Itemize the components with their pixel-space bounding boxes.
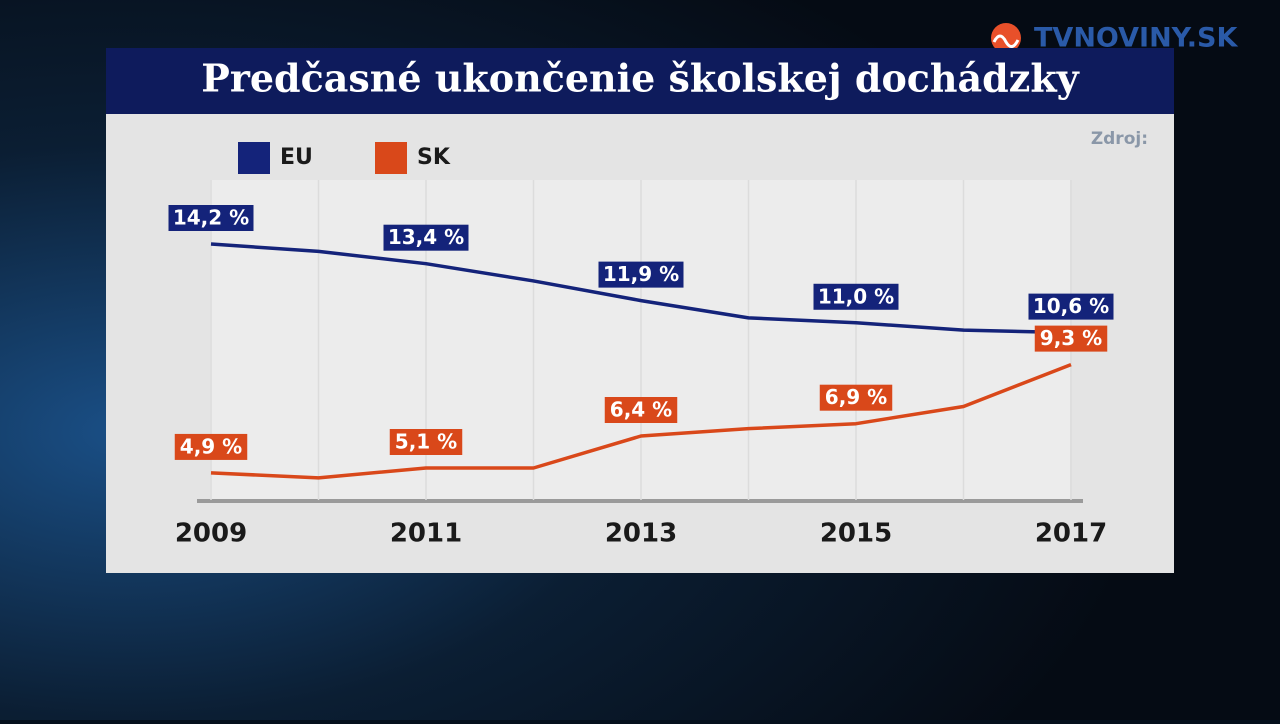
title-bar — [106, 48, 1174, 114]
series-line — [210, 362, 1072, 480]
x-tick-label: 2011 — [390, 519, 462, 549]
legend-label: SK — [417, 145, 451, 170]
x-tick-label: 2013 — [605, 519, 677, 549]
legend-swatch — [375, 142, 407, 174]
value-label-box — [1028, 293, 1114, 320]
logo-wave — [992, 34, 1020, 48]
value-label: 9,3 % — [1040, 326, 1102, 350]
value-label: 13,4 % — [388, 225, 464, 249]
x-tick-label: 2015 — [820, 519, 892, 549]
value-label-box — [168, 205, 254, 231]
value-label-box — [1034, 325, 1108, 352]
value-label-box — [174, 433, 248, 460]
value-label: 14,2 % — [173, 206, 249, 230]
plot-area — [210, 180, 1070, 500]
value-label-box — [813, 283, 899, 310]
value-label-box — [604, 397, 678, 423]
value-label: 4,9 % — [180, 434, 242, 458]
legend-label: EU — [280, 145, 313, 170]
value-label-box — [598, 261, 684, 288]
x-tick-label: 2009 — [175, 519, 247, 549]
value-label: 6,9 % — [825, 385, 887, 409]
source-label: Zdroj: — [1091, 129, 1148, 149]
x-tick-label: 2017 — [1035, 519, 1107, 549]
series-line — [210, 242, 1072, 335]
value-label-box — [389, 429, 463, 455]
value-label: 11,0 % — [818, 284, 894, 308]
value-label: 6,4 % — [610, 398, 672, 422]
value-label-box — [819, 384, 893, 411]
chart-title: Predčasné ukončenie školskej dochádzky — [201, 56, 1079, 101]
value-label-box — [383, 224, 469, 251]
value-label: 5,1 % — [395, 430, 457, 454]
value-label: 10,6 % — [1033, 294, 1109, 318]
legend-swatch — [238, 142, 270, 174]
value-label: 11,9 % — [603, 262, 679, 286]
